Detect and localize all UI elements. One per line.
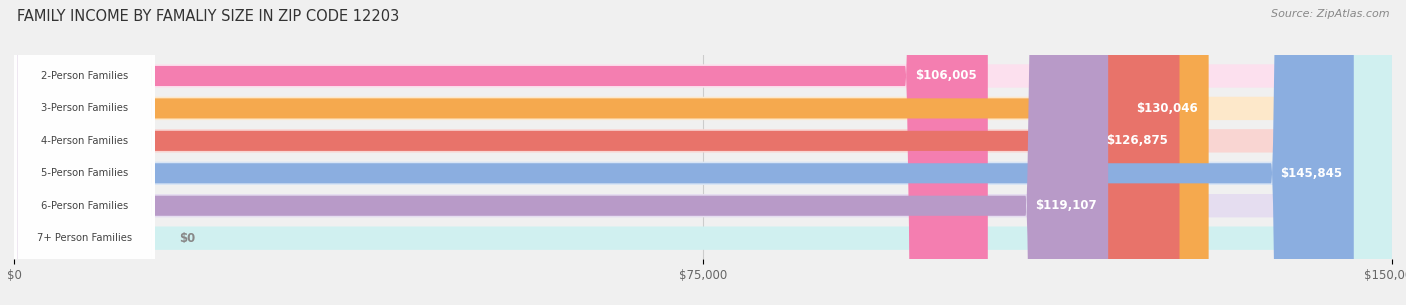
Text: $106,005: $106,005: [915, 70, 977, 82]
Text: $130,046: $130,046: [1136, 102, 1198, 115]
FancyBboxPatch shape: [14, 0, 155, 305]
Text: 4-Person Families: 4-Person Families: [41, 136, 128, 146]
FancyBboxPatch shape: [14, 0, 1392, 305]
Text: FAMILY INCOME BY FAMALIY SIZE IN ZIP CODE 12203: FAMILY INCOME BY FAMALIY SIZE IN ZIP COD…: [17, 9, 399, 24]
FancyBboxPatch shape: [14, 0, 1392, 305]
FancyBboxPatch shape: [14, 0, 1209, 305]
Text: 6-Person Families: 6-Person Families: [41, 201, 128, 211]
FancyBboxPatch shape: [14, 0, 155, 305]
FancyBboxPatch shape: [14, 0, 1392, 305]
Text: 7+ Person Families: 7+ Person Families: [37, 233, 132, 243]
FancyBboxPatch shape: [14, 0, 155, 305]
Text: 5-Person Families: 5-Person Families: [41, 168, 128, 178]
FancyBboxPatch shape: [14, 0, 1180, 305]
Text: 3-Person Families: 3-Person Families: [41, 103, 128, 113]
FancyBboxPatch shape: [14, 0, 1354, 305]
FancyBboxPatch shape: [14, 0, 155, 305]
Text: $119,107: $119,107: [1035, 199, 1097, 212]
Text: 2-Person Families: 2-Person Families: [41, 71, 128, 81]
FancyBboxPatch shape: [14, 0, 155, 305]
FancyBboxPatch shape: [14, 0, 1392, 305]
FancyBboxPatch shape: [14, 0, 155, 305]
FancyBboxPatch shape: [14, 0, 1108, 305]
Text: $126,875: $126,875: [1107, 135, 1168, 147]
Text: $0: $0: [180, 232, 195, 245]
Text: Source: ZipAtlas.com: Source: ZipAtlas.com: [1271, 9, 1389, 19]
Text: $145,845: $145,845: [1281, 167, 1343, 180]
FancyBboxPatch shape: [14, 0, 1392, 305]
FancyBboxPatch shape: [14, 0, 1392, 305]
FancyBboxPatch shape: [14, 0, 988, 305]
